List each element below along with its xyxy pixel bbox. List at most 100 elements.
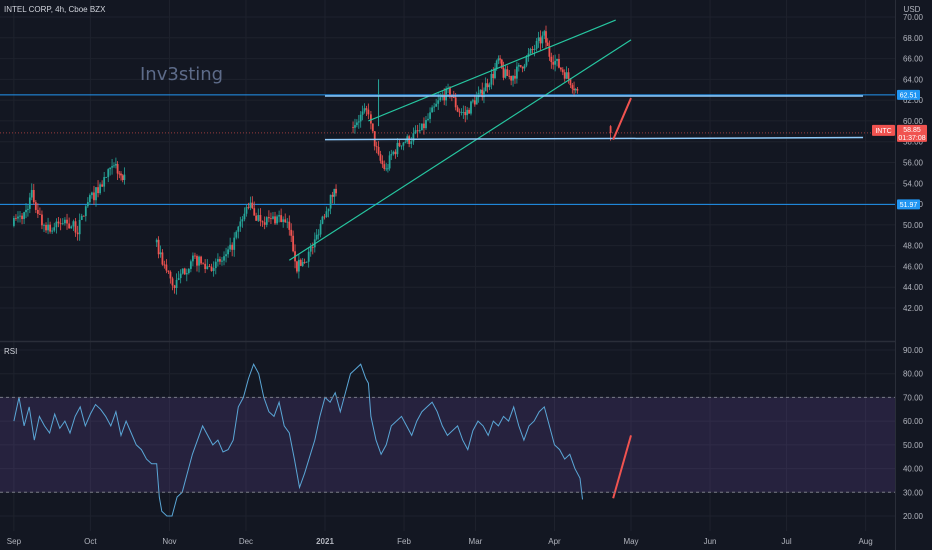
candle-body [30,190,33,198]
time-tick-label: Mar [469,537,483,546]
candle-body [521,66,524,69]
candle-body [412,133,415,142]
candle-body [179,273,182,279]
candle-body [556,58,558,61]
candle-body [311,246,314,248]
candle-body [307,251,310,262]
candle-body [468,109,470,114]
rsi-tick-label: 90.00 [903,346,924,355]
candle-body [255,215,258,221]
candle-body [270,218,272,220]
candle-body [466,109,469,116]
candle-body [425,120,427,129]
horizontal-levels[interactable] [0,94,896,205]
candle-body [202,263,205,265]
candle-body [32,190,35,203]
rsi-tick-label: 30.00 [903,488,924,497]
candle-body [554,60,557,65]
wedge-upper-line[interactable] [368,19,616,122]
candle-body [499,58,501,60]
rsi-title[interactable]: RSI [4,347,17,356]
candle-body [93,192,95,201]
candle-body [525,56,528,66]
candle-body [377,146,380,155]
candle-body [502,67,505,78]
candle-body [531,49,534,50]
candle-body [514,75,516,79]
candle-body [171,278,174,286]
candle-body [550,56,553,63]
rsi-arrow[interactable] [612,435,632,499]
candle-body [36,209,39,214]
candle-body [408,136,411,144]
candle-body [315,234,318,240]
time-tick-label: 2021 [316,537,334,546]
currency-label: USD [904,5,921,14]
candle-body [559,67,562,70]
candle-body [515,66,518,79]
candle-body [458,111,461,113]
candle-body [181,268,184,274]
candle-body [187,268,190,274]
candle-body [237,226,240,232]
candle-body [352,126,354,128]
candle-body [109,167,112,170]
candle-body [259,215,262,222]
candle-body [571,85,574,89]
candle-body [552,62,555,65]
candle-body [539,37,542,44]
candle-body [483,91,485,98]
candle-body [477,93,480,98]
candle-body [206,266,209,270]
candle-body [80,215,83,220]
candle-body [49,224,52,232]
candle-body [229,244,232,250]
candle-body [370,114,372,124]
candle-body [64,219,66,224]
candle-body [68,223,71,229]
candle-body [470,101,472,114]
candle-body [225,254,227,257]
candle-body [488,84,491,88]
candle-body [396,142,399,155]
candle-body [99,184,101,194]
candle-body [251,202,254,209]
candle-body [120,173,122,176]
candle-body [392,151,395,155]
candle-body [402,142,405,146]
candle-body [506,69,509,76]
price-arrow[interactable] [612,97,632,141]
candle-body [219,259,221,262]
candle-body [433,106,436,108]
candle-body [19,215,21,217]
candle-body [299,259,302,266]
time-tick-label: Sep [7,537,22,546]
candle-body [404,141,407,143]
wedge-lower-line[interactable] [288,39,632,261]
price-tag-label: 51.97 [900,202,918,209]
candle-body [431,107,433,113]
rsi-tick-label: 60.00 [903,417,924,426]
candle-body [245,207,248,214]
candle-body [443,94,446,101]
candle-body [429,112,431,119]
candle-body [101,184,104,187]
price-axis[interactable]: 70.00 68.00 66.00 64.00 62.00 60.00 58.00 56.00… [903,13,924,313]
candle-body [17,216,19,219]
candle-body [565,72,568,79]
time-axis[interactable]: Sep Oct Nov Dec 2021 Feb Mar Apr May Jun Jul Aug [7,537,873,546]
symbol-title[interactable]: INTEL CORP, 4h, Cboe BZX [4,5,106,14]
drawings[interactable] [288,19,864,499]
candle-body [192,255,194,262]
resistance-trendline[interactable] [324,136,864,141]
candle-body [200,256,202,264]
candle-body [490,73,493,85]
candle-body [105,177,108,178]
candle-body [66,219,68,224]
candle-body [113,165,115,167]
candle-body [548,45,551,57]
candle-body [15,217,17,219]
rsi-axis[interactable]: 90.00 80.00 70.00 60.00 50.00 40.00 30.00 20.00 [903,346,924,521]
